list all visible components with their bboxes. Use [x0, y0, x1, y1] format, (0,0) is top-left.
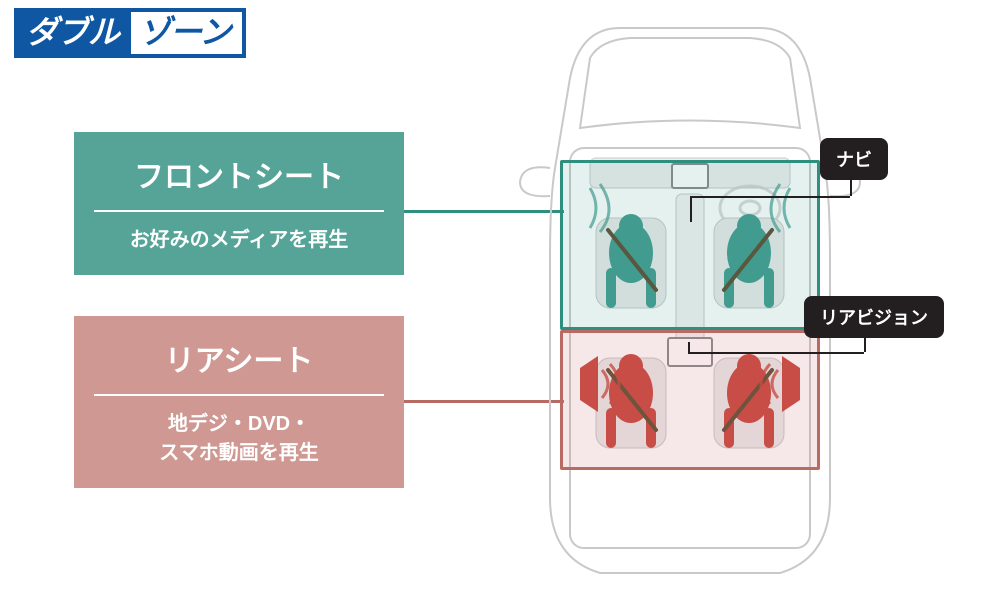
zone-box-rear: リアシート 地デジ・DVD・スマホ動画を再生	[74, 316, 404, 488]
zone-front-title: フロントシート	[74, 132, 404, 210]
callout-rearvision: リアビジョン	[804, 296, 944, 338]
overlay-front-zone	[560, 160, 820, 330]
zone-rear-sub: 地デジ・DVD・スマホ動画を再生	[74, 396, 404, 488]
callout-lead	[688, 342, 690, 352]
callout-lead	[688, 352, 864, 354]
badge-double-zone: ダブル ゾーン	[14, 8, 246, 58]
overlay-rear-zone	[560, 330, 820, 470]
zone-rear-title: リアシート	[74, 316, 404, 394]
callout-navi: ナビ	[820, 138, 888, 180]
callout-rearvision-label: リアビジョン	[804, 296, 944, 338]
zone-front-sub: お好みのメディアを再生	[74, 212, 404, 275]
callout-lead	[850, 176, 852, 196]
callout-lead	[690, 196, 850, 198]
badge-left: ダブル	[18, 12, 131, 54]
callout-navi-label: ナビ	[820, 138, 888, 180]
callout-lead	[690, 196, 692, 222]
callout-lead	[864, 334, 866, 352]
badge-right: ゾーン	[131, 12, 242, 54]
zone-box-front: フロントシート お好みのメディアを再生	[74, 132, 404, 275]
